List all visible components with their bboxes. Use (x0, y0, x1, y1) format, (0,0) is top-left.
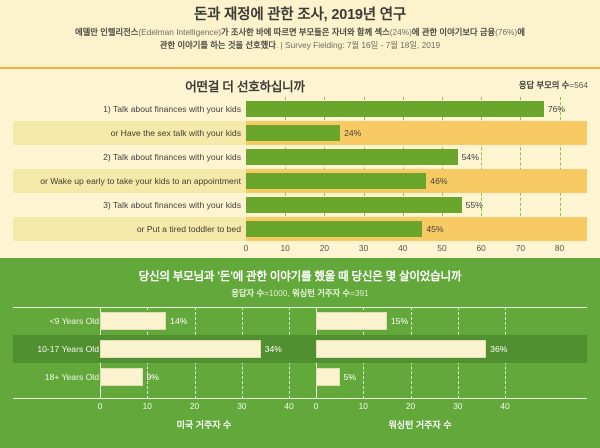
preference-row: or Wake up early to take your kids to an… (0, 169, 600, 193)
left-x-axis-tick: 0 (97, 401, 103, 411)
x-axis-tick: 0 (243, 243, 249, 253)
preference-row: 1) Talk about finances with your kids 76% (0, 97, 600, 121)
preference-row-label: or Have the sex talk with your kids (110, 128, 241, 138)
preference-bar (246, 149, 458, 165)
x-axis-tick: 30 (358, 243, 369, 253)
x-axis-tick: 20 (319, 243, 330, 253)
age-wa-label: 워싱턴 거주자 수 (292, 288, 351, 298)
plot-bottom-rule (13, 398, 587, 399)
preference-rows: 1) Talk about finances with your kids 76%… (0, 97, 600, 241)
header-divider (0, 67, 600, 69)
preference-sample-size-value: =564 (569, 80, 588, 90)
right-x-axis-tick: 30 (453, 401, 463, 411)
right-x-axis-tick: 20 (405, 401, 416, 411)
right-x-axis-tick: 0 (313, 401, 319, 411)
preference-chart-title: 어떤걸 더 선호하십니까 (185, 80, 305, 94)
us-age-bar (100, 368, 143, 386)
left-x-axis-tick: 30 (237, 401, 247, 411)
preference-row-label: 2) Talk about finances with your kids (103, 152, 241, 162)
age-row-label: 10-17 Years Old (37, 344, 99, 354)
wa-age-bar-value: 5% (343, 372, 357, 382)
preference-row-label: 3) Talk about finances with your kids (103, 200, 241, 210)
age-x-axis: 0 0 10 10 20 20 30 30 40 40 (0, 401, 600, 416)
wa-age-bar (316, 340, 487, 358)
preference-chart-header: 어떤걸 더 선호하십니까 응답 부모의 수=564 (0, 73, 600, 97)
preference-chart-panel: 어떤걸 더 선호하십니까 응답 부모의 수=564 1) Talk about … (0, 69, 600, 258)
age-row-label: <9 Years Old (49, 316, 99, 326)
age-axis-titles: 미국 거주자 수 워싱턴 거주자 수 (0, 418, 600, 438)
right-x-axis-tick: 10 (358, 401, 368, 411)
x-axis-tick: 50 (437, 243, 447, 253)
subtitle-fielding: . | Survey Fielding: 7월 16일 - 7월 18일, 20… (275, 39, 441, 50)
preference-bar (246, 221, 423, 237)
preference-row-label: or Wake up early to take your kids to an… (40, 176, 241, 186)
age-chart-subtitle: 응답자 수=1000, 워싱턴 거주자 수=391 (0, 287, 600, 299)
preference-row: 2) Talk about finances with your kids 54% (0, 145, 600, 169)
x-axis-tick: 70 (515, 243, 526, 253)
us-age-bar-value: 14% (170, 316, 188, 326)
preference-row-label: 1) Talk about finances with your kids (103, 104, 241, 114)
wa-age-bar (316, 312, 387, 330)
subtitle-pct-finance: (76%) (495, 27, 518, 37)
age-row-label: 18+ Years Old (44, 372, 99, 382)
wa-age-bar-value: 36% (490, 344, 508, 354)
subtitle-part-3: 에 관한 이야기보다 금융 (411, 27, 496, 37)
preference-row: or Put a tired toddler to bed 45% (0, 217, 600, 241)
wa-age-bar-value: 15% (390, 316, 409, 326)
subtitle-part-1: 에델만 인텔리전스 (75, 27, 139, 37)
subtitle-part-4: 에 (517, 27, 525, 37)
x-axis-tick: 10 (280, 243, 290, 253)
preference-row: or Have the sex talk with your kids 24% (0, 121, 600, 145)
left-x-axis-tick: 10 (142, 401, 152, 411)
preference-sample-size: 응답 부모의 수=564 (519, 79, 588, 91)
right-axis-title: 워싱턴 거주자 수 (388, 420, 452, 430)
subtitle-part-5: 관한 이야기를 하는 것을 선호했다 (159, 39, 276, 50)
us-age-bar (100, 340, 261, 358)
right-x-axis-tick: 40 (500, 401, 510, 411)
age-plot-area: <9 Years Old 14% 15% 10-17 Years Old 34% 36% 1… (0, 307, 600, 399)
us-age-bar-value: 34% (264, 344, 282, 354)
preference-x-axis: 0 10 20 30 40 50 60 70 80 (0, 243, 600, 259)
preference-row: 3) Talk about finances with your kids 55% (0, 193, 600, 217)
x-axis-tick: 40 (398, 243, 408, 253)
header-subtitle: 에델만 인텔리전스(Edelman Intelligence)가 조사한 바에 … (14, 26, 586, 51)
age-sample-label: 응답자 수 (231, 288, 265, 298)
preference-bar-value: 54% (461, 152, 479, 162)
preference-bar-value: 55% (465, 200, 483, 210)
left-x-axis-tick: 40 (284, 401, 294, 411)
row-band-label (13, 121, 246, 145)
row-band-label (13, 217, 246, 241)
age-wa-value: =391 (350, 288, 369, 298)
preference-bar (246, 173, 427, 189)
left-x-axis-tick: 20 (189, 401, 200, 411)
us-age-bar (100, 312, 167, 330)
subtitle-part-2: 가 조사한 바에 따르면 부모들은 자녀와 함께 섹스 (220, 27, 390, 37)
preference-bar (246, 125, 341, 141)
page-title: 돈과 재정에 관한 조사, 2019년 연구 (193, 7, 407, 23)
preference-sample-size-label: 응답 부모의 수 (518, 80, 570, 90)
preference-bar (246, 197, 462, 213)
left-axis-title: 미국 거주자 수 (176, 420, 232, 430)
age-row: 18+ Years Old 9% 5% (0, 363, 600, 391)
us-age-bar-value: 9% (146, 372, 159, 382)
preference-bar (246, 101, 544, 117)
preference-bar-value: 46% (430, 176, 448, 186)
subtitle-source: (Edelman Intelligence) (138, 27, 221, 37)
age-chart-title: 당신의 부모님과 '돈'에 관한 이야기를 했을 때 당신은 몇 살이었습니까 (138, 271, 462, 283)
age-chart-panel: 당신의 부모님과 '돈'에 관한 이야기를 했을 때 당신은 몇 살이었습니까 … (0, 258, 600, 448)
subtitle-pct-sex: (24%) (389, 27, 412, 37)
x-axis-tick: 60 (476, 243, 486, 253)
header-banner: 돈과 재정에 관한 조사, 2019년 연구 에델만 인텔리전스(Edelman… (0, 0, 600, 69)
wa-age-bar (316, 368, 340, 386)
row-band-label (13, 169, 246, 193)
age-row: <9 Years Old 14% 15% (0, 307, 600, 335)
preference-row-label: or Put a tired toddler to bed (136, 224, 241, 234)
preference-bar-value: 76% (547, 104, 566, 114)
age-row: 10-17 Years Old 34% 36% (0, 335, 600, 363)
preference-bar-value: 45% (426, 224, 444, 234)
age-sample-value: =1000, (264, 288, 292, 298)
x-axis-tick: 80 (554, 243, 565, 253)
preference-bar-value: 24% (344, 128, 362, 138)
